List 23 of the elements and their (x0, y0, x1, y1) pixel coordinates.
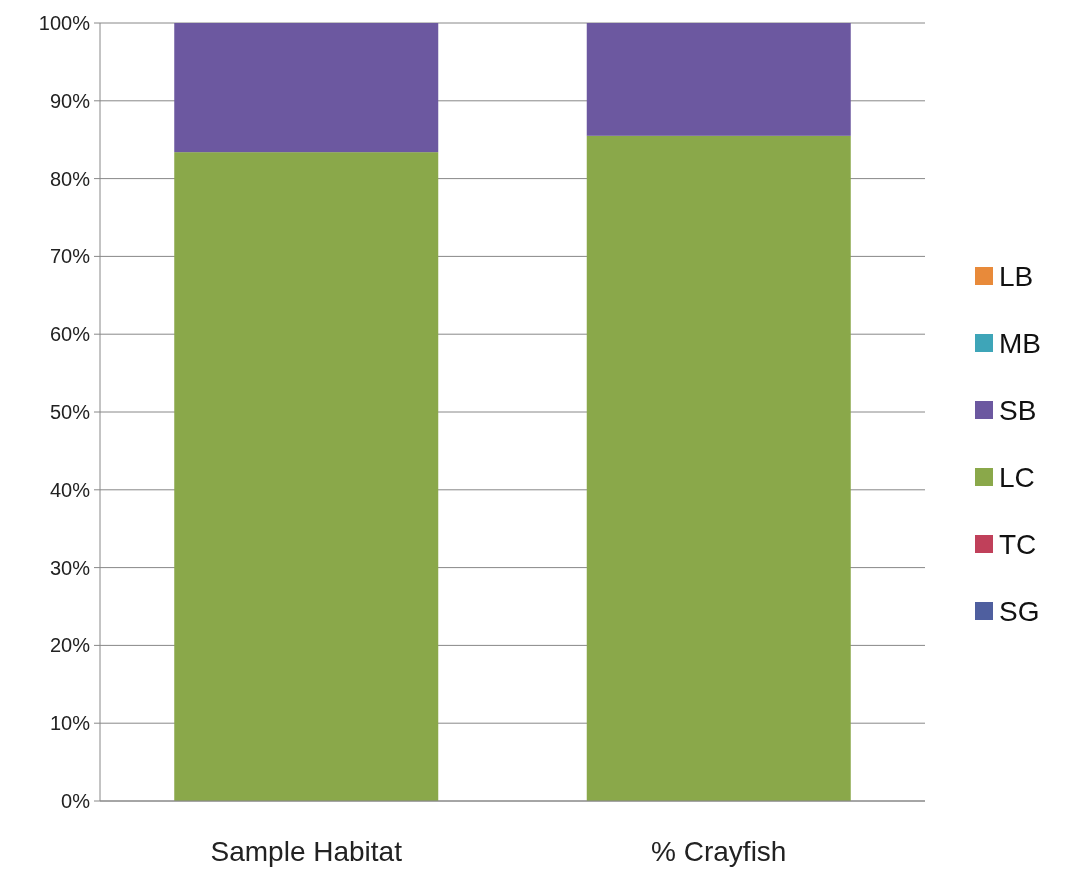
legend-label: LC (999, 461, 1035, 493)
y-tick-label: 10% (49, 712, 91, 735)
legend-label: MB (999, 327, 1041, 359)
bar (174, 152, 439, 801)
y-tick-label: 20% (49, 634, 91, 657)
bar (586, 23, 851, 136)
y-tick-label: 60% (49, 323, 91, 346)
bar (174, 23, 439, 153)
legend-label: LB (999, 260, 1034, 292)
y-tick-label: 50% (49, 401, 91, 423)
y-tick-label: 30% (49, 556, 91, 579)
y-tick-label: 0% (61, 790, 91, 812)
x-tick-label: Sample Habitat (210, 836, 403, 867)
bar (586, 135, 851, 801)
y-tick-label: 100% (38, 12, 91, 34)
y-tick-label: 40% (49, 478, 91, 501)
y-tick-label: 90% (49, 89, 91, 112)
legend-label: TC (999, 528, 1037, 560)
y-tick-label: 80% (49, 167, 91, 190)
legend-label: SB (999, 394, 1037, 426)
y-tick-label: 70% (49, 245, 91, 268)
legend-label: SG (999, 595, 1040, 627)
x-tick-label: % Crayfish (651, 836, 787, 867)
